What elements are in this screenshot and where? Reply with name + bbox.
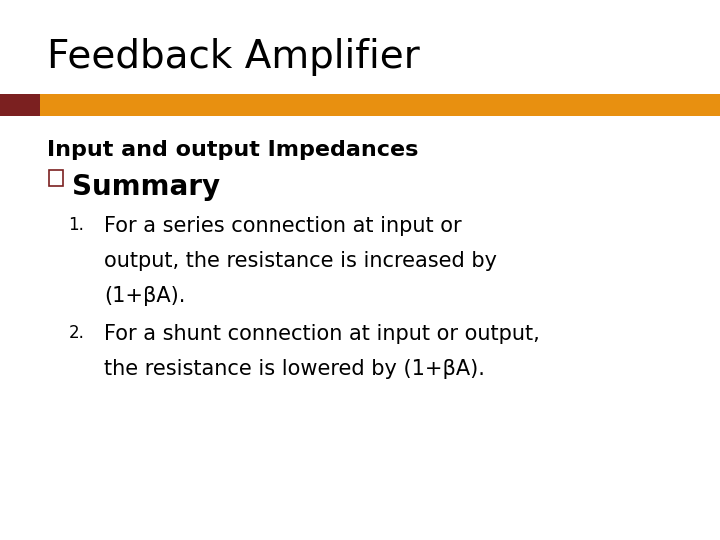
Bar	[0, 94, 40, 116]
Text: For a series connection at input or: For a series connection at input or	[104, 216, 462, 236]
Bar	[40, 94, 720, 116]
Text: For a shunt connection at input or output,: For a shunt connection at input or outpu…	[104, 324, 540, 344]
Text: output, the resistance is increased by: output, the resistance is increased by	[104, 251, 498, 271]
Text: Input and output Impedances: Input and output Impedances	[47, 140, 418, 160]
Text: the resistance is lowered by (1+βA).: the resistance is lowered by (1+βA).	[104, 359, 485, 379]
Text: Summary: Summary	[72, 173, 220, 201]
Text: 1.: 1.	[68, 216, 84, 234]
Bar	[49, 170, 63, 186]
Text: 2.: 2.	[68, 324, 84, 342]
Text: Feedback Amplifier: Feedback Amplifier	[47, 38, 420, 76]
Text: (1+βA).: (1+βA).	[104, 286, 186, 306]
